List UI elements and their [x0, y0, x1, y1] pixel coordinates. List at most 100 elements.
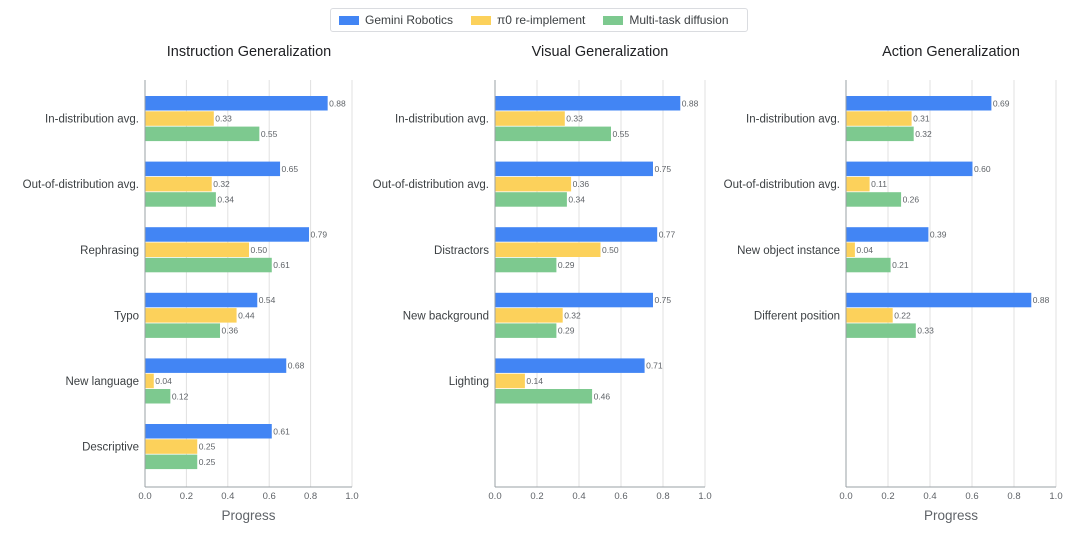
bar-value-label: 0.21	[892, 260, 909, 270]
bar-value-label: 0.88	[329, 98, 346, 108]
legend-item-gemini: Gemini Robotics	[339, 13, 453, 27]
category-label: In-distribution avg.	[746, 114, 840, 126]
bar-pi0	[145, 176, 212, 192]
category-label: In-distribution avg.	[45, 114, 139, 126]
bar-value-label: 0.34	[568, 194, 585, 204]
bar-diffusion	[495, 323, 557, 338]
bar-value-label: 0.14	[526, 376, 543, 386]
bar-pi0	[495, 373, 525, 389]
bar-value-label: 0.50	[251, 245, 268, 255]
bar-diffusion	[145, 389, 171, 404]
bar-value-label: 0.26	[903, 194, 920, 204]
bar-value-label: 0.11	[871, 179, 887, 189]
category-label: Out-of-distribution avg.	[373, 179, 489, 191]
bar-value-label: 0.33	[215, 114, 232, 124]
bar-value-label: 0.54	[259, 295, 276, 305]
bar-pi0	[145, 439, 198, 454]
bar-value-label: 0.12	[172, 391, 189, 401]
bar-gemini	[145, 161, 281, 177]
bar-gemini	[145, 358, 287, 373]
x-tick-label: 0.6	[263, 491, 276, 502]
bar-pi0	[846, 111, 912, 126]
bar-value-label: 0.75	[655, 164, 672, 174]
bar-gemini	[846, 161, 973, 177]
bar-value-label: 0.79	[311, 229, 328, 239]
x-tick-label: 0.6	[965, 491, 978, 502]
panel-title: Visual Generalization	[532, 44, 669, 60]
bar-diffusion	[145, 454, 198, 470]
x-tick-label: 0.0	[839, 491, 852, 502]
bar-value-label: 0.31	[913, 114, 930, 124]
x-tick-label: 0.8	[656, 491, 669, 502]
bar-value-label: 0.55	[261, 129, 278, 139]
legend-label-pi0: π0 re-implement	[497, 13, 586, 27]
category-label: In-distribution avg.	[395, 114, 489, 126]
legend-label-diffusion: Multi-task diffusion	[629, 13, 729, 27]
bar-value-label: 0.25	[199, 457, 216, 467]
bar-diffusion	[846, 192, 902, 207]
legend-swatch-diffusion	[603, 15, 624, 25]
bar-value-label: 0.75	[655, 295, 672, 305]
bar-diffusion	[846, 257, 891, 273]
bar-value-label: 0.50	[602, 245, 619, 255]
x-tick-label: 0.4	[572, 491, 585, 502]
bar-value-label: 0.44	[238, 310, 255, 320]
legend-swatch-gemini	[339, 15, 359, 25]
bar-pi0	[145, 308, 237, 323]
category-label: Lighting	[449, 376, 489, 388]
bar-pi0	[846, 308, 893, 323]
bar-value-label: 0.61	[273, 260, 290, 270]
bar-value-label: 0.65	[282, 164, 299, 174]
legend-label-gemini: Gemini Robotics	[365, 13, 454, 27]
x-tick-label: 0.0	[138, 491, 151, 502]
x-axis-label: Progress	[924, 508, 978, 523]
bar-gemini	[145, 424, 272, 439]
x-axis-label: Progress	[221, 508, 275, 523]
bar-value-label: 0.39	[930, 229, 947, 239]
bar-value-label: 0.29	[558, 260, 575, 270]
bar-value-label: 0.61	[273, 426, 290, 436]
bar-diffusion	[495, 192, 567, 207]
bar-value-label: 0.04	[856, 245, 873, 255]
bar-pi0	[495, 176, 572, 192]
bar-diffusion	[495, 126, 611, 142]
bar-value-label: 0.77	[659, 229, 676, 239]
x-tick-label: 0.6	[614, 491, 627, 502]
bar-value-label: 0.36	[222, 326, 239, 336]
bar-value-label: 0.69	[993, 98, 1010, 108]
category-label: New background	[403, 310, 489, 322]
bar-value-label: 0.46	[594, 391, 611, 401]
x-tick-label: 0.4	[221, 491, 234, 502]
chart-legend: Gemini Robotics π0 re-implement Multi-ta…	[330, 8, 748, 32]
bar-gemini	[495, 292, 653, 308]
bar-gemini	[846, 227, 929, 242]
bar-gemini	[846, 292, 1032, 308]
x-tick-label: 1.0	[698, 491, 711, 502]
bar-gemini	[145, 96, 328, 111]
bar-gemini	[495, 96, 681, 111]
bar-value-label: 0.71	[646, 361, 663, 371]
bar-value-label: 0.34	[217, 194, 234, 204]
bar-diffusion	[846, 323, 916, 338]
category-label: Out-of-distribution avg.	[724, 179, 840, 191]
bar-pi0	[145, 373, 154, 389]
bar-pi0	[495, 242, 601, 257]
bar-value-label: 0.22	[894, 310, 911, 320]
bar-gemini	[495, 227, 658, 242]
x-tick-label: 0.0	[488, 491, 501, 502]
category-label: Distractors	[434, 245, 489, 257]
bar-value-label: 0.32	[915, 129, 932, 139]
x-tick-label: 0.4	[923, 491, 936, 502]
bar-value-label: 0.29	[558, 326, 575, 336]
bar-pi0	[145, 242, 249, 257]
category-label: Typo	[114, 310, 139, 322]
bar-gemini	[495, 161, 653, 177]
x-tick-label: 1.0	[345, 491, 358, 502]
x-tick-label: 0.8	[1007, 491, 1020, 502]
bar-value-label: 0.88	[1033, 295, 1050, 305]
bar-value-label: 0.68	[288, 361, 305, 371]
legend-swatch-pi0	[471, 15, 492, 25]
bar-value-label: 0.60	[974, 164, 991, 174]
x-tick-label: 0.8	[304, 491, 317, 502]
bar-pi0	[145, 111, 214, 126]
